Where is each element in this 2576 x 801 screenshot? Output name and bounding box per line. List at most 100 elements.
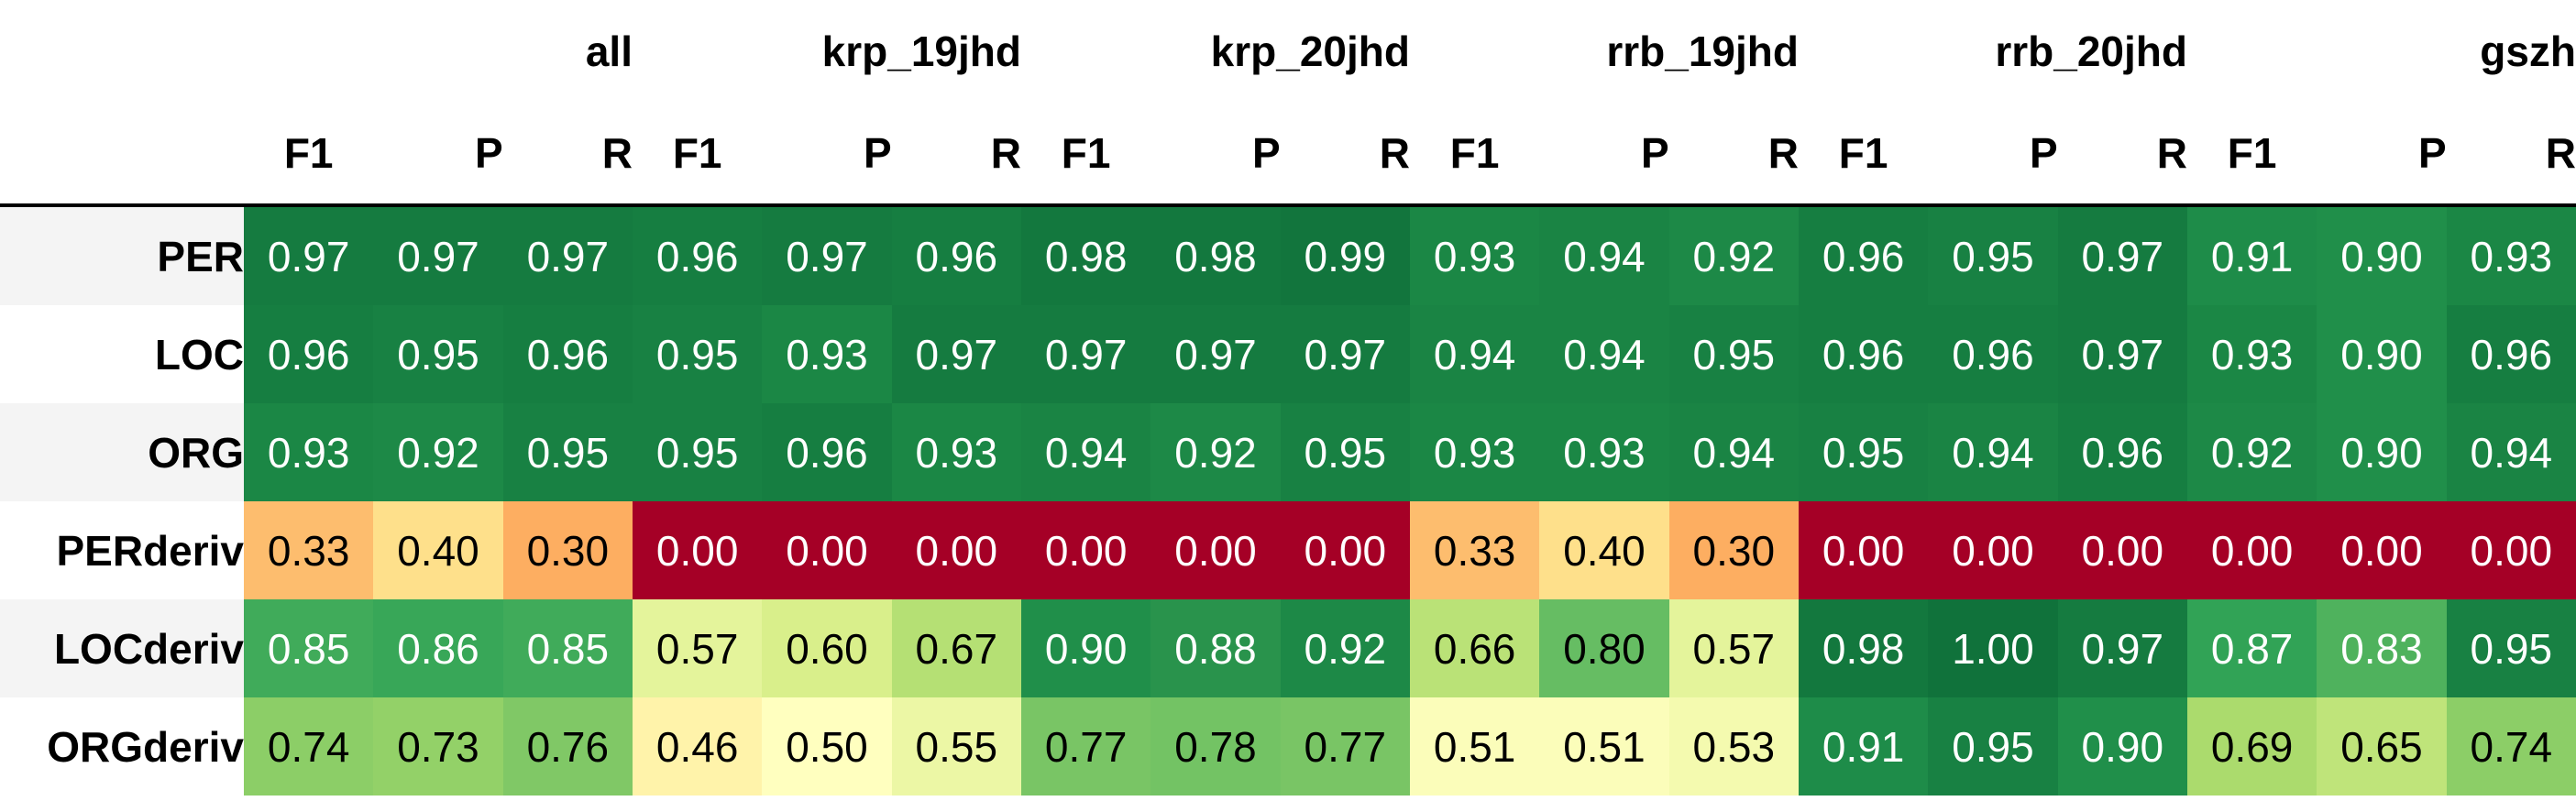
heatmap-cell: 0.94 <box>1928 403 2058 501</box>
group-header: rrb_20jhd <box>1995 27 2187 75</box>
heatmap-cell: 0.93 <box>2186 305 2317 403</box>
metric-header: R <box>2446 103 2576 207</box>
heatmap-cell: 0.87 <box>2186 599 2317 697</box>
heatmap-cell: 0.97 <box>373 205 503 305</box>
metric-header: P <box>762 103 892 207</box>
metric-header: R <box>2057 103 2187 207</box>
corner-blank <box>0 0 244 103</box>
heatmap-cell: 0.40 <box>1539 501 1669 599</box>
heatmap-cell: 0.85 <box>502 599 633 697</box>
heatmap-cell: 0.97 <box>2057 305 2187 403</box>
heatmap-cell: 0.00 <box>1280 501 1410 599</box>
heatmap-cell: 0.92 <box>373 403 503 501</box>
heatmap-cell: 0.97 <box>502 205 633 305</box>
heatmap-cell: 0.97 <box>1280 305 1410 403</box>
heatmap-cell: 0.97 <box>244 205 374 305</box>
heatmap-cell: 0.33 <box>1409 501 1540 599</box>
heatmap-cell: 0.51 <box>1539 697 1669 796</box>
heatmap-cell: 0.94 <box>1668 403 1799 501</box>
heatmap-cell: 0.93 <box>1539 403 1669 501</box>
heatmap-cell: 0.95 <box>1280 403 1410 501</box>
heatmap-cell: 0.73 <box>373 697 503 796</box>
heatmap-cell: 0.97 <box>2057 599 2187 697</box>
heatmap-cell: 0.00 <box>1020 501 1151 599</box>
group-header-row: all krp_19jhd krp_20jhd rrb_19jhd rrb_20jhd g… <box>0 0 2576 103</box>
heatmap-cell: 0.76 <box>502 697 633 796</box>
heatmap-cell: 0.93 <box>244 403 374 501</box>
heatmap-cell: 0.97 <box>2057 205 2187 305</box>
metric-header: F1 <box>1020 103 1151 207</box>
heatmap-cell: 0.57 <box>633 599 763 697</box>
heatmap-cell: 0.00 <box>2186 501 2317 599</box>
row-label: LOC <box>0 305 244 403</box>
heatmap-cell: 1.00 <box>1928 599 2058 697</box>
heatmap-cell: 0.60 <box>762 599 892 697</box>
heatmap-cell: 0.00 <box>891 501 1021 599</box>
heatmap-cell: 0.94 <box>2446 403 2576 501</box>
heatmap-cell: 0.96 <box>891 205 1021 305</box>
heatmap-cell: 0.92 <box>1280 599 1410 697</box>
heatmap-cell: 0.90 <box>2317 403 2447 501</box>
heatmap-cell: 0.53 <box>1668 697 1799 796</box>
heatmap-cell: 0.96 <box>762 403 892 501</box>
heatmap-cell: 0.91 <box>2186 205 2317 305</box>
heatmap-cell: 0.00 <box>1798 501 1929 599</box>
metric-header: F1 <box>244 103 374 207</box>
heatmap-cell: 0.33 <box>244 501 374 599</box>
heatmap-cell: 0.91 <box>1798 697 1929 796</box>
heatmap-cell: 0.69 <box>2186 697 2317 796</box>
heatmap-cell: 0.95 <box>1928 697 2058 796</box>
heatmap-cell: 0.92 <box>1150 403 1281 501</box>
table-row: ORGderiv 0.74 0.73 0.76 0.46 0.50 0.55 0.77 0.78… <box>0 697 2576 796</box>
metric-header: R <box>502 103 633 207</box>
heatmap-cell: 0.00 <box>1150 501 1281 599</box>
row-label: ORGderiv <box>0 697 244 796</box>
heatmap-cell: 0.92 <box>2186 403 2317 501</box>
heatmap-cell: 0.90 <box>2317 205 2447 305</box>
row-label: LOCderiv <box>0 599 244 697</box>
metric-header: F1 <box>1798 103 1929 207</box>
heatmap-cell: 0.95 <box>633 305 763 403</box>
heatmap-cell: 0.51 <box>1409 697 1540 796</box>
metric-header: R <box>1280 103 1410 207</box>
table-row: ORG 0.93 0.92 0.95 0.95 0.96 0.93 0.94 0.92 0.95 0… <box>0 403 2576 501</box>
group-header: krp_19jhd <box>821 27 1021 75</box>
table-row: PER 0.97 0.97 0.97 0.96 0.97 0.96 0.98 0.98 0.99 0… <box>0 205 2576 305</box>
heatmap-cell: 0.77 <box>1020 697 1151 796</box>
heatmap-cell: 0.80 <box>1539 599 1669 697</box>
heatmap-cell: 0.83 <box>2317 599 2447 697</box>
heatmap-cell: 0.95 <box>1798 403 1929 501</box>
heatmap-cell: 0.94 <box>1539 205 1669 305</box>
heatmap-cell: 0.65 <box>2317 697 2447 796</box>
heatmap-cell: 0.95 <box>633 403 763 501</box>
heatmap-cell: 0.66 <box>1409 599 1540 697</box>
heatmap-cell: 0.98 <box>1020 205 1151 305</box>
heatmap-cell: 0.77 <box>1280 697 1410 796</box>
heatmap-cell: 0.95 <box>1668 305 1799 403</box>
heatmap-cell: 0.93 <box>1409 205 1540 305</box>
metric-header: F1 <box>1409 103 1540 207</box>
metric-header: P <box>373 103 503 207</box>
table-row: LOCderiv 0.85 0.86 0.85 0.57 0.60 0.67 0.90 0.88… <box>0 599 2576 697</box>
heatmap-cell: 0.00 <box>762 501 892 599</box>
heatmap-cell: 0.98 <box>1798 599 1929 697</box>
row-label: PER <box>0 205 244 305</box>
heatmap-cell: 0.93 <box>2446 205 2576 305</box>
metric-header: F1 <box>633 103 763 207</box>
heatmap-cell: 0.00 <box>2057 501 2187 599</box>
heatmap-cell: 0.67 <box>891 599 1021 697</box>
heatmap-cell: 0.86 <box>373 599 503 697</box>
heatmap-cell: 0.88 <box>1150 599 1281 697</box>
heatmap-cell: 0.99 <box>1280 205 1410 305</box>
heatmap-cell: 0.97 <box>891 305 1021 403</box>
metric-header: P <box>1539 103 1669 207</box>
heatmap-cell: 0.96 <box>2057 403 2187 501</box>
heatmap-cell: 0.92 <box>1668 205 1799 305</box>
row-label: PERderiv <box>0 501 244 599</box>
heatmap-cell: 0.94 <box>1539 305 1669 403</box>
table-row: LOC 0.96 0.95 0.96 0.95 0.93 0.97 0.97 0.97 0.97 0… <box>0 305 2576 403</box>
heatmap-cell: 0.96 <box>244 305 374 403</box>
heatmap-cell: 0.40 <box>373 501 503 599</box>
